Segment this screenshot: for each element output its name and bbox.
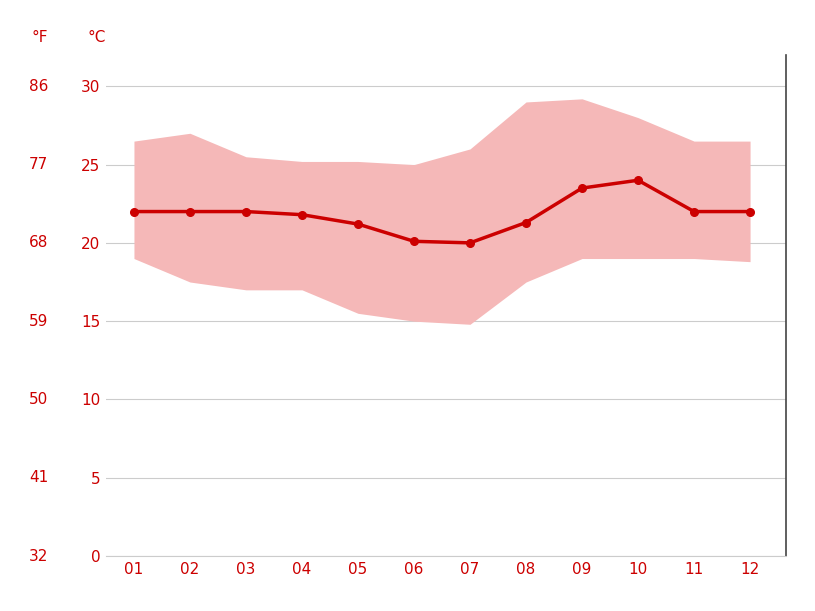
Text: 86: 86 xyxy=(29,79,48,94)
Text: 68: 68 xyxy=(29,235,48,251)
Text: 32: 32 xyxy=(29,549,48,563)
Text: 59: 59 xyxy=(29,313,48,329)
Text: 41: 41 xyxy=(29,470,48,485)
Text: °F: °F xyxy=(32,30,48,45)
Text: 77: 77 xyxy=(29,157,48,172)
Text: °C: °C xyxy=(87,30,106,45)
Text: 50: 50 xyxy=(29,392,48,407)
